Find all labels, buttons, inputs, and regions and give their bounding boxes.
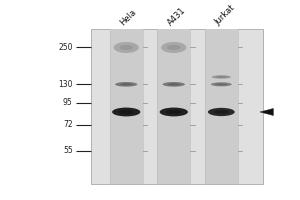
Text: 72: 72 <box>63 120 73 129</box>
Ellipse shape <box>120 83 132 85</box>
Bar <box>110 29 142 184</box>
Ellipse shape <box>216 76 226 78</box>
Ellipse shape <box>214 110 229 114</box>
Ellipse shape <box>212 75 231 79</box>
Text: 250: 250 <box>58 43 73 52</box>
Text: Jurkat: Jurkat <box>214 4 237 27</box>
Ellipse shape <box>211 82 232 86</box>
Ellipse shape <box>166 110 182 114</box>
Text: Hela: Hela <box>118 7 138 27</box>
Text: 95: 95 <box>63 98 73 107</box>
Ellipse shape <box>114 42 139 53</box>
Bar <box>158 29 190 184</box>
Ellipse shape <box>160 108 188 116</box>
Text: A431: A431 <box>166 6 188 27</box>
Ellipse shape <box>119 45 133 50</box>
Ellipse shape <box>161 42 186 53</box>
Ellipse shape <box>167 45 181 50</box>
Bar <box>205 29 238 184</box>
Polygon shape <box>260 108 273 115</box>
Text: 55: 55 <box>63 146 73 155</box>
Bar <box>91 29 263 184</box>
Ellipse shape <box>208 108 235 116</box>
Ellipse shape <box>216 83 227 85</box>
Text: 130: 130 <box>58 80 73 89</box>
Ellipse shape <box>163 82 185 87</box>
Ellipse shape <box>112 108 140 116</box>
Ellipse shape <box>118 110 134 114</box>
Ellipse shape <box>115 82 137 87</box>
Ellipse shape <box>168 83 180 85</box>
